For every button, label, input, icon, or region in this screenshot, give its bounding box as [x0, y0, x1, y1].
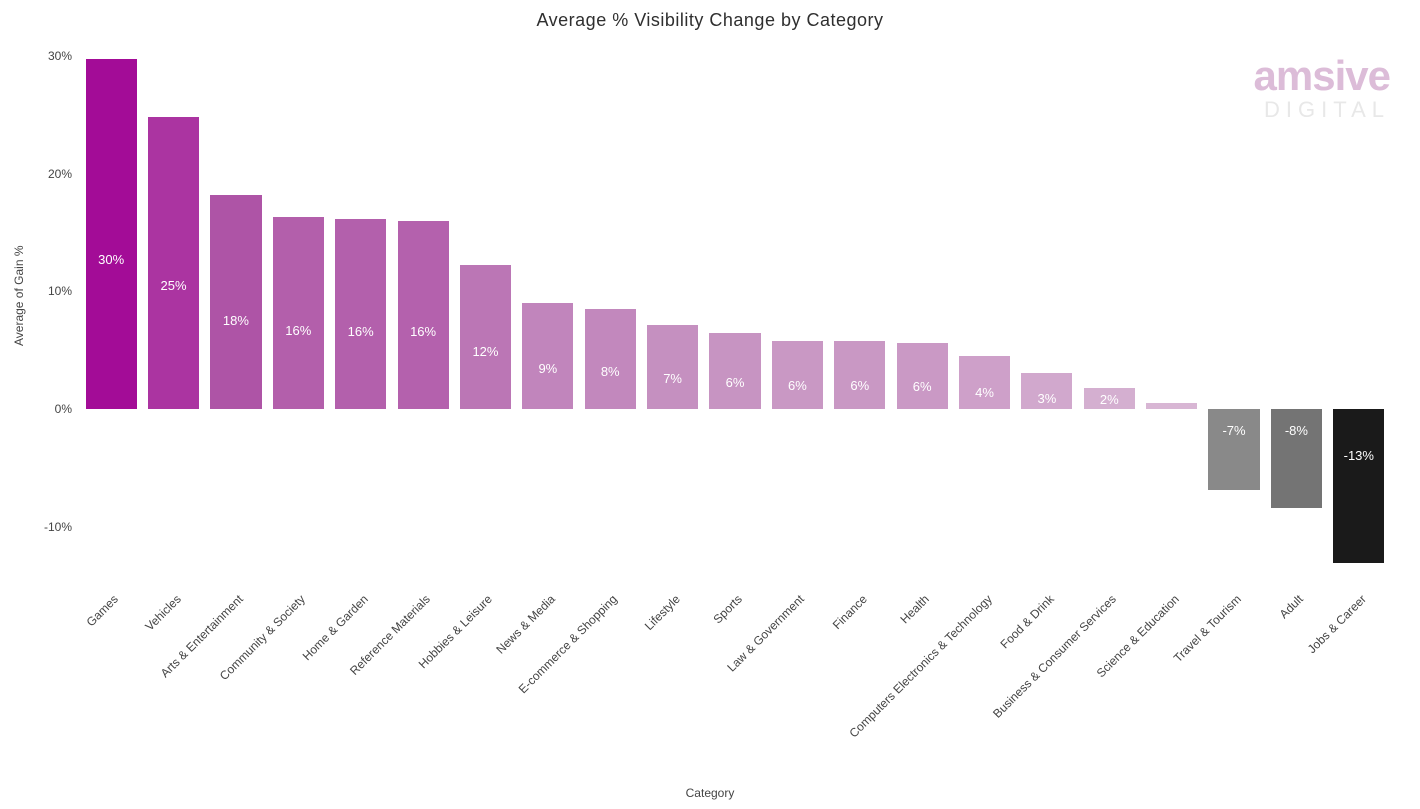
bar — [772, 341, 823, 409]
category-label: Food & Drink — [997, 592, 1056, 651]
bar-value-label: 8% — [585, 364, 636, 379]
bar — [460, 265, 511, 409]
y-tick: -10% — [22, 520, 72, 534]
bar-value-label: 6% — [897, 379, 948, 394]
chart-title: Average % Visibility Change by Category — [0, 10, 1420, 31]
y-tick: 20% — [22, 167, 72, 181]
category-label: Adult — [1277, 592, 1306, 621]
bar — [273, 217, 324, 409]
bar — [398, 221, 449, 409]
bar — [210, 195, 261, 409]
category-label: Home & Garden — [299, 592, 370, 663]
bar-value-label: 12% — [460, 344, 511, 359]
category-label: Health — [898, 592, 932, 626]
category-label: Computers Electronics & Technology — [846, 592, 994, 740]
bar — [86, 59, 137, 409]
category-label: Sports — [710, 592, 744, 626]
bar-value-label: 9% — [522, 361, 573, 376]
bar — [1208, 409, 1259, 490]
category-label: Vehicles — [142, 592, 184, 634]
x-axis-label: Category — [0, 786, 1420, 800]
category-label: Business & Consumer Services — [990, 592, 1119, 721]
plot-area: 30% 25% 18% 16% 16% 16% 12% 9% 8% 7% 6% 6% 6% 6% 4% 3% 2… — [80, 44, 1390, 574]
bar — [897, 343, 948, 409]
bar-value-label: -7% — [1208, 423, 1259, 438]
category-label: Jobs & Career — [1305, 592, 1369, 656]
y-tick: 10% — [22, 284, 72, 298]
bar — [834, 341, 885, 409]
bar-value-label: 30% — [86, 252, 137, 267]
category-label: Games — [84, 592, 121, 629]
bar — [1333, 409, 1384, 563]
bar-value-label: 16% — [398, 324, 449, 339]
bar-value-label: 4% — [959, 385, 1010, 400]
bar-value-label: 18% — [210, 313, 261, 328]
bar-value-label: -13% — [1333, 448, 1384, 463]
bar-value-label: 7% — [647, 371, 698, 386]
bar — [647, 325, 698, 409]
bar-value-label: 6% — [772, 378, 823, 393]
bar-value-label: 25% — [148, 278, 199, 293]
bar-value-label: -8% — [1271, 423, 1322, 438]
y-tick: 30% — [22, 49, 72, 63]
visibility-change-chart: Average % Visibility Change by Category … — [0, 0, 1420, 809]
bar-value-label: 6% — [834, 378, 885, 393]
category-label: News & Media — [493, 592, 558, 657]
bar-value-label: 16% — [335, 324, 386, 339]
bar-value-label: 6% — [709, 375, 760, 390]
y-tick: 0% — [22, 402, 72, 416]
bar — [959, 356, 1010, 409]
bar — [522, 303, 573, 409]
category-label: Lifestyle — [641, 592, 682, 633]
bar-value-label: 16% — [273, 323, 324, 338]
category-label: Travel & Tourism — [1171, 592, 1244, 665]
bar-value-label: 2% — [1084, 392, 1135, 407]
bar — [709, 333, 760, 410]
bar — [1146, 403, 1197, 409]
bar — [585, 309, 636, 409]
bar — [148, 117, 199, 409]
category-label: Finance — [830, 592, 870, 632]
bar-value-label: 3% — [1021, 391, 1072, 406]
bar — [335, 219, 386, 409]
